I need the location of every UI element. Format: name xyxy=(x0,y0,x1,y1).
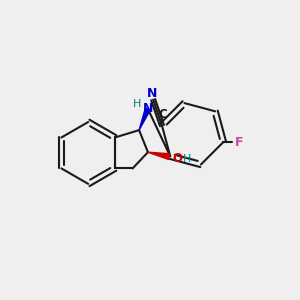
Text: H: H xyxy=(133,99,141,109)
Text: N: N xyxy=(143,102,153,115)
Text: C: C xyxy=(158,108,167,121)
Text: H: H xyxy=(183,154,192,164)
Text: F: F xyxy=(235,136,243,148)
Polygon shape xyxy=(148,152,170,160)
Polygon shape xyxy=(139,108,150,130)
Text: O: O xyxy=(172,152,182,166)
Text: N: N xyxy=(146,87,157,100)
